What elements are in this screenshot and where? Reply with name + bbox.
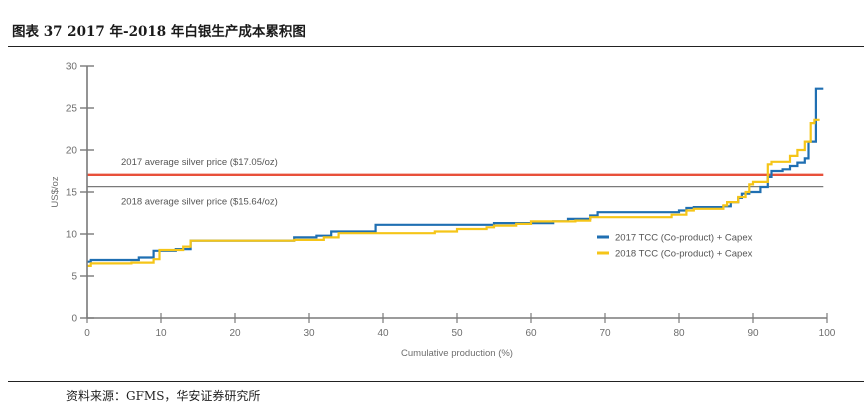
series-layer — [87, 87, 824, 267]
x-tick-label-10: 10 — [155, 328, 167, 339]
y-tick-label-15: 15 — [66, 188, 78, 199]
y-tick-label-5: 5 — [71, 272, 77, 283]
x-tick-label-90: 90 — [747, 328, 759, 339]
y-tick-label-10: 10 — [66, 230, 78, 241]
x-tick-label-20: 20 — [229, 328, 241, 339]
x-tick-label-80: 80 — [673, 328, 685, 339]
reference-line-label-1: 2017 average silver price ($17.05/oz) — [121, 157, 278, 168]
legend-label-2: 2018 TCC (Co-product) + Capex — [615, 249, 753, 260]
title-divider — [8, 46, 864, 47]
x-tick-label-50: 50 — [451, 328, 463, 339]
x-tick-label-0: 0 — [84, 328, 90, 339]
legend-layer: 2017 TCC (Co-product) + Capex 2018 TCC (C… — [597, 233, 753, 260]
footer-divider — [8, 381, 864, 382]
reference-lines-layer: 2017 average silver price ($17.05/oz) 201… — [87, 157, 824, 208]
series-line-2 — [87, 118, 820, 267]
x-tick-label-70: 70 — [599, 328, 611, 339]
y-tick-label-0: 0 — [71, 314, 77, 325]
x-tick-label-60: 60 — [525, 328, 537, 339]
data-source-note: 资料来源：GFMS，华安证券研究所 — [66, 389, 261, 403]
legend-label-1: 2017 TCC (Co-product) + Capex — [615, 233, 753, 244]
axes-layer: 0 5 10 15 20 25 30 0 10 20 30 40 50 60 70 80 90 100 Cumula… — [50, 62, 836, 360]
y-axis-title: US$/oz — [50, 176, 61, 207]
x-tick-label-40: 40 — [377, 328, 389, 339]
x-tick-label-100: 100 — [819, 328, 836, 339]
reference-line-label-2: 2018 average silver price ($15.64/oz) — [121, 197, 278, 208]
chart-figure-title: 图表 37 2017 年-2018 年白银生产成本累积图 — [12, 24, 306, 40]
x-axis-title: Cumulative production (%) — [401, 348, 513, 359]
x-tick-label-30: 30 — [303, 328, 315, 339]
y-tick-label-20: 20 — [66, 146, 78, 157]
y-tick-label-30: 30 — [66, 62, 78, 73]
y-tick-label-25: 25 — [66, 104, 78, 115]
